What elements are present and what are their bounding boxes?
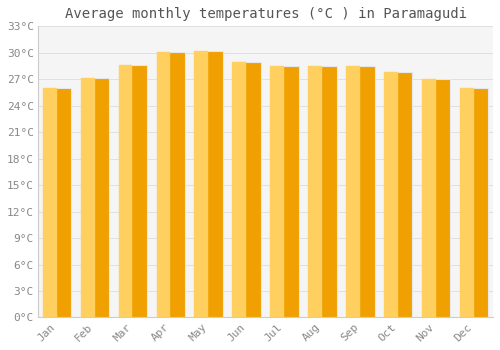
Bar: [232, 62, 261, 317]
Bar: [346, 66, 359, 317]
Bar: [43, 88, 56, 317]
Bar: [43, 88, 72, 317]
Bar: [81, 78, 109, 317]
Bar: [232, 62, 245, 317]
Bar: [118, 65, 132, 317]
Bar: [308, 66, 336, 317]
Bar: [460, 88, 488, 317]
Bar: [384, 72, 397, 317]
Bar: [194, 51, 207, 317]
Bar: [422, 79, 450, 317]
Bar: [422, 79, 435, 317]
Bar: [156, 52, 185, 317]
Bar: [270, 66, 299, 317]
Bar: [308, 66, 321, 317]
Title: Average monthly temperatures (°C ) in Paramagudi: Average monthly temperatures (°C ) in Pa…: [64, 7, 466, 21]
Bar: [270, 66, 283, 317]
Bar: [156, 52, 170, 317]
Bar: [346, 66, 374, 317]
Bar: [81, 78, 94, 317]
Bar: [384, 72, 412, 317]
Bar: [194, 51, 223, 317]
Bar: [460, 88, 472, 317]
Bar: [118, 65, 147, 317]
